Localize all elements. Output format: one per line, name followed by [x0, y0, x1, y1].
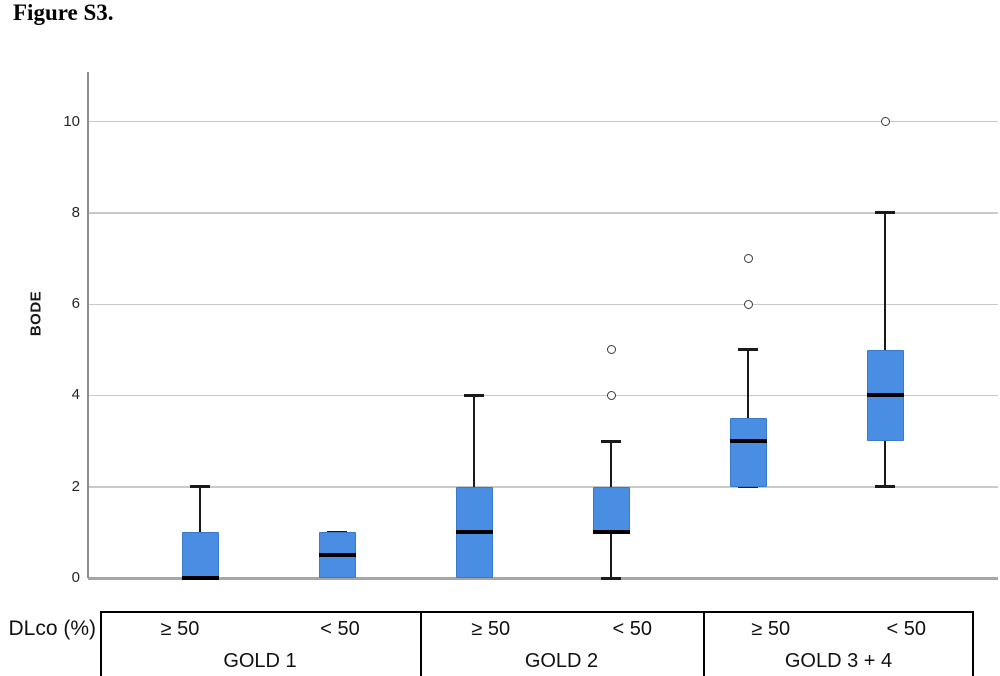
- whisker-upper-gold-2-50: [610, 441, 612, 487]
- gridline-y-4: [88, 394, 998, 397]
- whisker-cap-lower-gold-3-4-50: [875, 485, 895, 489]
- outlier-gold-2-50-4: [606, 390, 616, 400]
- whisker-lower-gold-2-50: [610, 532, 612, 578]
- figure-title: Figure S3.: [13, 0, 114, 25]
- box-gold-3-4-50: [729, 418, 767, 487]
- table-cell-dlco-2-2: < 50: [612, 618, 652, 640]
- box-gold-2-50: [592, 486, 630, 533]
- outlier-gold-3-4-50-10: [880, 117, 890, 126]
- y-tick-label-0: 0: [71, 569, 80, 586]
- y-tick-label-6: 6: [71, 295, 80, 313]
- y-tick-label-10: 10: [63, 112, 80, 130]
- table-cell-group-1: GOLD 1: [223, 650, 297, 672]
- median-gold-2-50: [592, 530, 630, 535]
- x-axis-baseline: [88, 576, 998, 580]
- table-border-left: [100, 611, 102, 676]
- y-tick-label-2: 2: [71, 477, 80, 495]
- box-gold-1-50: [181, 532, 219, 578]
- table-divider-2: [703, 611, 705, 676]
- outlier-gold-2-50-5: [606, 345, 616, 355]
- gridline-y-8: [88, 212, 998, 214]
- gridline-y-6: [88, 303, 998, 305]
- whisker-cap-lower-gold-2-50: [601, 576, 621, 580]
- table-divider-1: [420, 611, 422, 676]
- median-gold-2-50: [455, 530, 493, 535]
- whisker-cap-upper-gold-2-50: [464, 393, 484, 397]
- median-gold-3-4-50: [866, 393, 904, 398]
- table-cell-dlco-2-1: ≥ 50: [471, 618, 511, 640]
- whisker-cap-upper-gold-3-4-50: [875, 211, 895, 215]
- y-tick-label-4: 4: [71, 386, 80, 404]
- y-axis-line: [87, 72, 89, 578]
- whisker-lower-gold-3-4-50: [884, 441, 886, 487]
- outlier-gold-3-4-50-7: [743, 253, 753, 263]
- whisker-upper-gold-3-4-50: [884, 212, 886, 350]
- whisker-upper-gold-3-4-50: [747, 349, 749, 419]
- table-cell-group-2: GOLD 2: [524, 650, 599, 672]
- outlier-gold-3-4-50-6: [743, 299, 753, 309]
- table-cell-dlco-1-2: < 50: [320, 618, 360, 640]
- median-gold-1-50: [318, 553, 356, 558]
- whisker-cap-lower-gold-3-4-50: [738, 485, 758, 489]
- median-gold-1-50: [181, 576, 219, 580]
- whisker-upper-gold-1-50: [199, 486, 201, 533]
- whisker-cap-upper-gold-1-50: [190, 485, 210, 489]
- table-cell-dlco-3-1: ≥ 50: [751, 618, 791, 640]
- table-cell-dlco-3-2: < 50: [886, 618, 926, 640]
- gridline-y-10: [88, 121, 998, 123]
- whisker-upper-gold-2-50: [473, 395, 475, 487]
- table-row-label: DLco (%): [8, 617, 96, 640]
- median-gold-3-4-50: [729, 439, 767, 444]
- table-border-right: [972, 611, 974, 676]
- y-tick-label-8: 8: [71, 203, 80, 221]
- table-cell-dlco-1-1: ≥ 50: [160, 618, 200, 640]
- table-cell-group-3: GOLD 3 + 4: [784, 650, 893, 672]
- y-axis-title: BODE: [27, 290, 45, 337]
- whisker-cap-upper-gold-3-4-50: [738, 348, 758, 352]
- table-border-top: [100, 611, 974, 613]
- gridline-y-2: [88, 486, 998, 488]
- whisker-cap-upper-gold-2-50: [601, 439, 621, 443]
